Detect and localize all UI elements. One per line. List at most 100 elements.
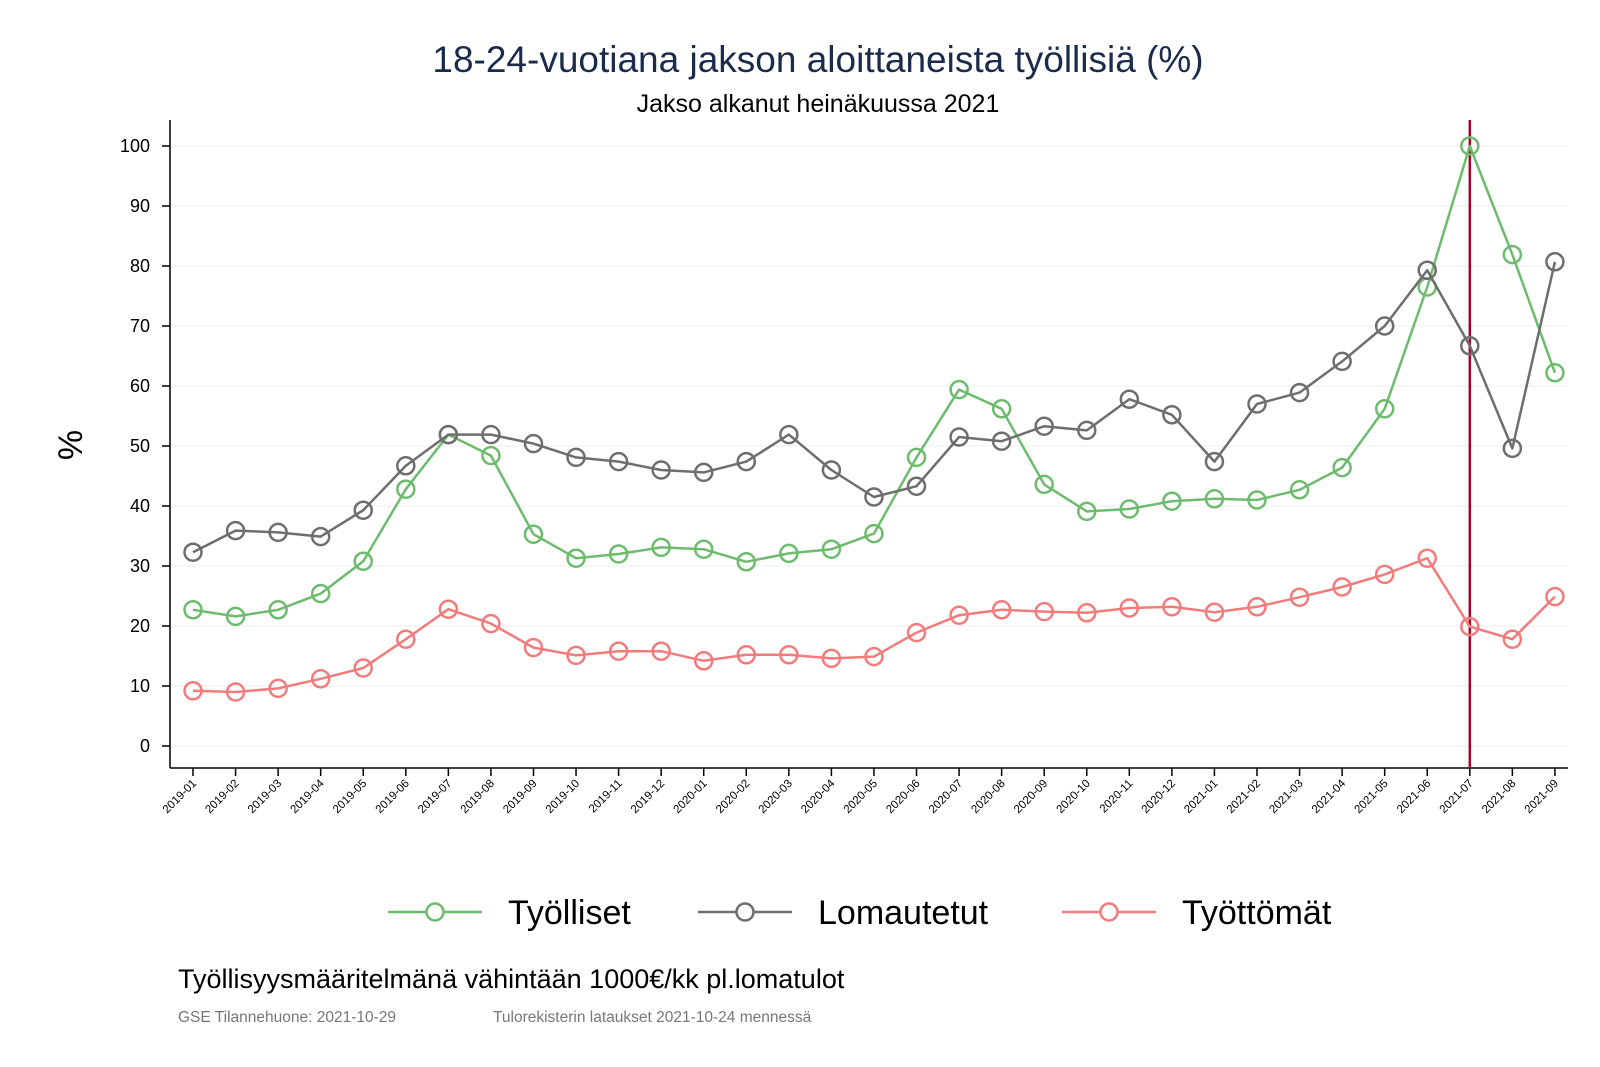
x-tick-label: 2020-04 xyxy=(799,777,838,816)
data-point xyxy=(906,476,927,496)
data-point xyxy=(779,543,799,564)
chart-title: 18-24-vuotiana jakson aloittaneista työl… xyxy=(432,39,1203,80)
data-point xyxy=(1247,597,1267,617)
data-point xyxy=(608,641,629,661)
series-line xyxy=(192,144,1557,618)
data-point xyxy=(523,637,544,658)
data-point xyxy=(1204,489,1225,509)
x-tick-label: 2019-09 xyxy=(501,778,539,816)
data-point xyxy=(183,600,203,620)
data-point xyxy=(651,537,671,558)
data-point xyxy=(608,544,629,564)
source-date: GSE Tilannehuone: 2021-10-29 xyxy=(178,1009,396,1026)
data-point xyxy=(1034,416,1054,436)
data-point xyxy=(1077,501,1097,522)
data-point xyxy=(864,487,884,507)
footnote: Työllisyysmääritelmänä vähintään 1000€/k… xyxy=(178,964,845,994)
data-point xyxy=(736,552,757,572)
data-point xyxy=(736,451,757,472)
data-point xyxy=(779,424,799,445)
data-point xyxy=(353,500,373,520)
data-point xyxy=(906,622,927,643)
data-point xyxy=(1119,389,1140,409)
data-point xyxy=(1247,394,1267,414)
x-tick-label: 2020-12 xyxy=(1140,778,1178,816)
y-tick-label: 50 xyxy=(130,436,150,456)
gridlines xyxy=(170,145,1568,747)
x-tick-label: 2021-01 xyxy=(1182,778,1220,816)
data-point xyxy=(396,629,416,649)
legend-marker xyxy=(735,902,755,922)
data-point xyxy=(1460,136,1480,156)
x-tick-label: 2019-06 xyxy=(374,778,412,816)
y-tick-label: 90 xyxy=(130,196,150,216)
data-point xyxy=(1247,490,1267,510)
legend-marker xyxy=(1099,902,1119,922)
data-point xyxy=(1460,336,1480,356)
data-point xyxy=(1374,399,1395,419)
legend-marker xyxy=(425,902,445,922)
data-point xyxy=(1545,252,1565,272)
data-point xyxy=(523,524,544,544)
data-point xyxy=(1162,597,1182,617)
series-group xyxy=(183,136,1565,702)
data-point xyxy=(1460,616,1480,637)
x-tick-label: 2019-11 xyxy=(587,778,625,816)
series-Työlliset xyxy=(183,136,1565,627)
data-point xyxy=(1289,587,1310,607)
data-point xyxy=(949,379,969,400)
legend: Työlliset Lomautetut Työttömät xyxy=(388,894,1332,932)
source-download-date: Tulorekisterin lataukset 2021-10-24 menn… xyxy=(493,1009,812,1026)
series-line xyxy=(192,261,1557,554)
data-point xyxy=(353,551,373,571)
data-point xyxy=(693,539,714,559)
series-Työttömät xyxy=(183,548,1565,702)
data-point xyxy=(310,526,331,547)
data-point xyxy=(821,539,842,559)
data-point xyxy=(779,645,799,665)
data-point xyxy=(693,651,714,671)
y-tick-label: 40 xyxy=(130,496,150,516)
data-point xyxy=(949,427,969,447)
x-tick-label: 2021-05 xyxy=(1352,778,1390,816)
data-point xyxy=(1374,564,1395,585)
x-tick-label: 2020-01 xyxy=(672,778,710,816)
data-point xyxy=(991,431,1012,451)
data-point xyxy=(481,445,501,466)
data-point xyxy=(183,681,203,701)
data-point xyxy=(1332,577,1352,597)
x-tick-label: 2019-02 xyxy=(203,778,241,816)
data-point xyxy=(225,682,246,702)
x-tick-label: 2021-02 xyxy=(1225,778,1263,816)
data-point xyxy=(1204,451,1225,472)
data-point xyxy=(821,648,842,669)
data-point xyxy=(268,678,288,699)
data-point xyxy=(1289,382,1310,403)
data-point xyxy=(1502,629,1523,649)
x-tick-label: 2019-12 xyxy=(629,778,667,816)
x-tick-label: 2019-05 xyxy=(331,778,369,816)
x-tick-label: 2020-07 xyxy=(927,778,965,816)
data-point xyxy=(1417,260,1437,280)
x-tick-label: 2020-11 xyxy=(1098,778,1136,816)
data-point xyxy=(353,658,373,678)
data-point xyxy=(1034,601,1054,622)
data-point xyxy=(736,645,757,665)
y-tick-label: 80 xyxy=(130,256,150,276)
data-point xyxy=(1374,316,1395,336)
data-point xyxy=(1545,586,1565,607)
data-point xyxy=(906,447,927,468)
y-tick-label: 70 xyxy=(130,316,150,336)
data-point xyxy=(651,641,671,661)
data-point xyxy=(1289,480,1310,500)
y-tick-label: 100 xyxy=(120,136,150,156)
data-point xyxy=(1204,602,1225,622)
data-point xyxy=(991,399,1012,419)
legend-label: Työttömät xyxy=(1182,894,1332,932)
x-tick-label: 2020-05 xyxy=(842,778,880,816)
data-point xyxy=(566,548,586,568)
data-point xyxy=(225,520,246,541)
x-tick-label: 2020-06 xyxy=(884,778,922,816)
data-point xyxy=(268,522,288,543)
x-tick-label: 2020-02 xyxy=(714,778,752,816)
